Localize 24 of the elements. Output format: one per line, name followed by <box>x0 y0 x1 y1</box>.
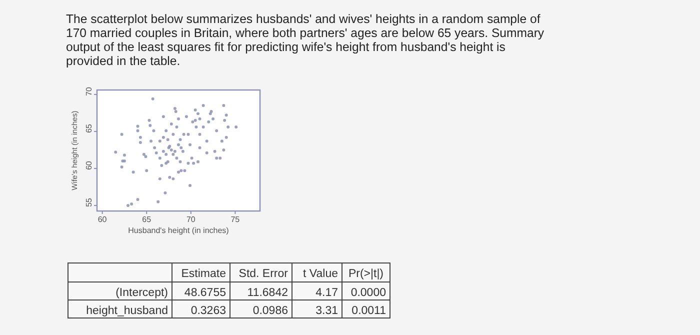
text: 48.6755 <box>184 287 226 299</box>
text: 11.6842 <box>247 287 288 299</box>
x-tick-label: 65 <box>142 215 152 224</box>
text: Std. Error <box>238 268 288 280</box>
text: 0.0011 <box>352 305 386 317</box>
text: height_husband <box>86 305 168 317</box>
text: 0.0986 <box>252 305 288 317</box>
text: (Intercept) <box>116 287 168 299</box>
x-axis-title: Husband's height (in inches) <box>128 226 230 235</box>
text: t Value <box>303 268 338 280</box>
x-tick-label: 75 <box>230 215 240 224</box>
text: 4.17 <box>316 287 338 299</box>
y-tick-label: 60 <box>84 160 94 170</box>
text: 3.31 <box>316 305 338 317</box>
x-tick-label: 70 <box>186 215 196 224</box>
text: 0.3263 <box>190 305 226 317</box>
text: Pr(>|t|) <box>348 268 384 280</box>
text: The scatterplot below summarizes husbands' and wives' heights in a random sample of 170 married couples in Britain, where both partners' ages are below 65 years. Summary output of the least squares fit for predicting wife's height from husband's height is provided in the table. <box>66 12 546 68</box>
text: 0.0000 <box>350 287 386 299</box>
y-tick-label: 70 <box>84 86 94 96</box>
text: Estimate <box>181 268 226 280</box>
y-tick-label: 65 <box>84 123 94 133</box>
x-tick-label: 60 <box>98 215 108 224</box>
y-tick-label: 55 <box>84 197 94 207</box>
